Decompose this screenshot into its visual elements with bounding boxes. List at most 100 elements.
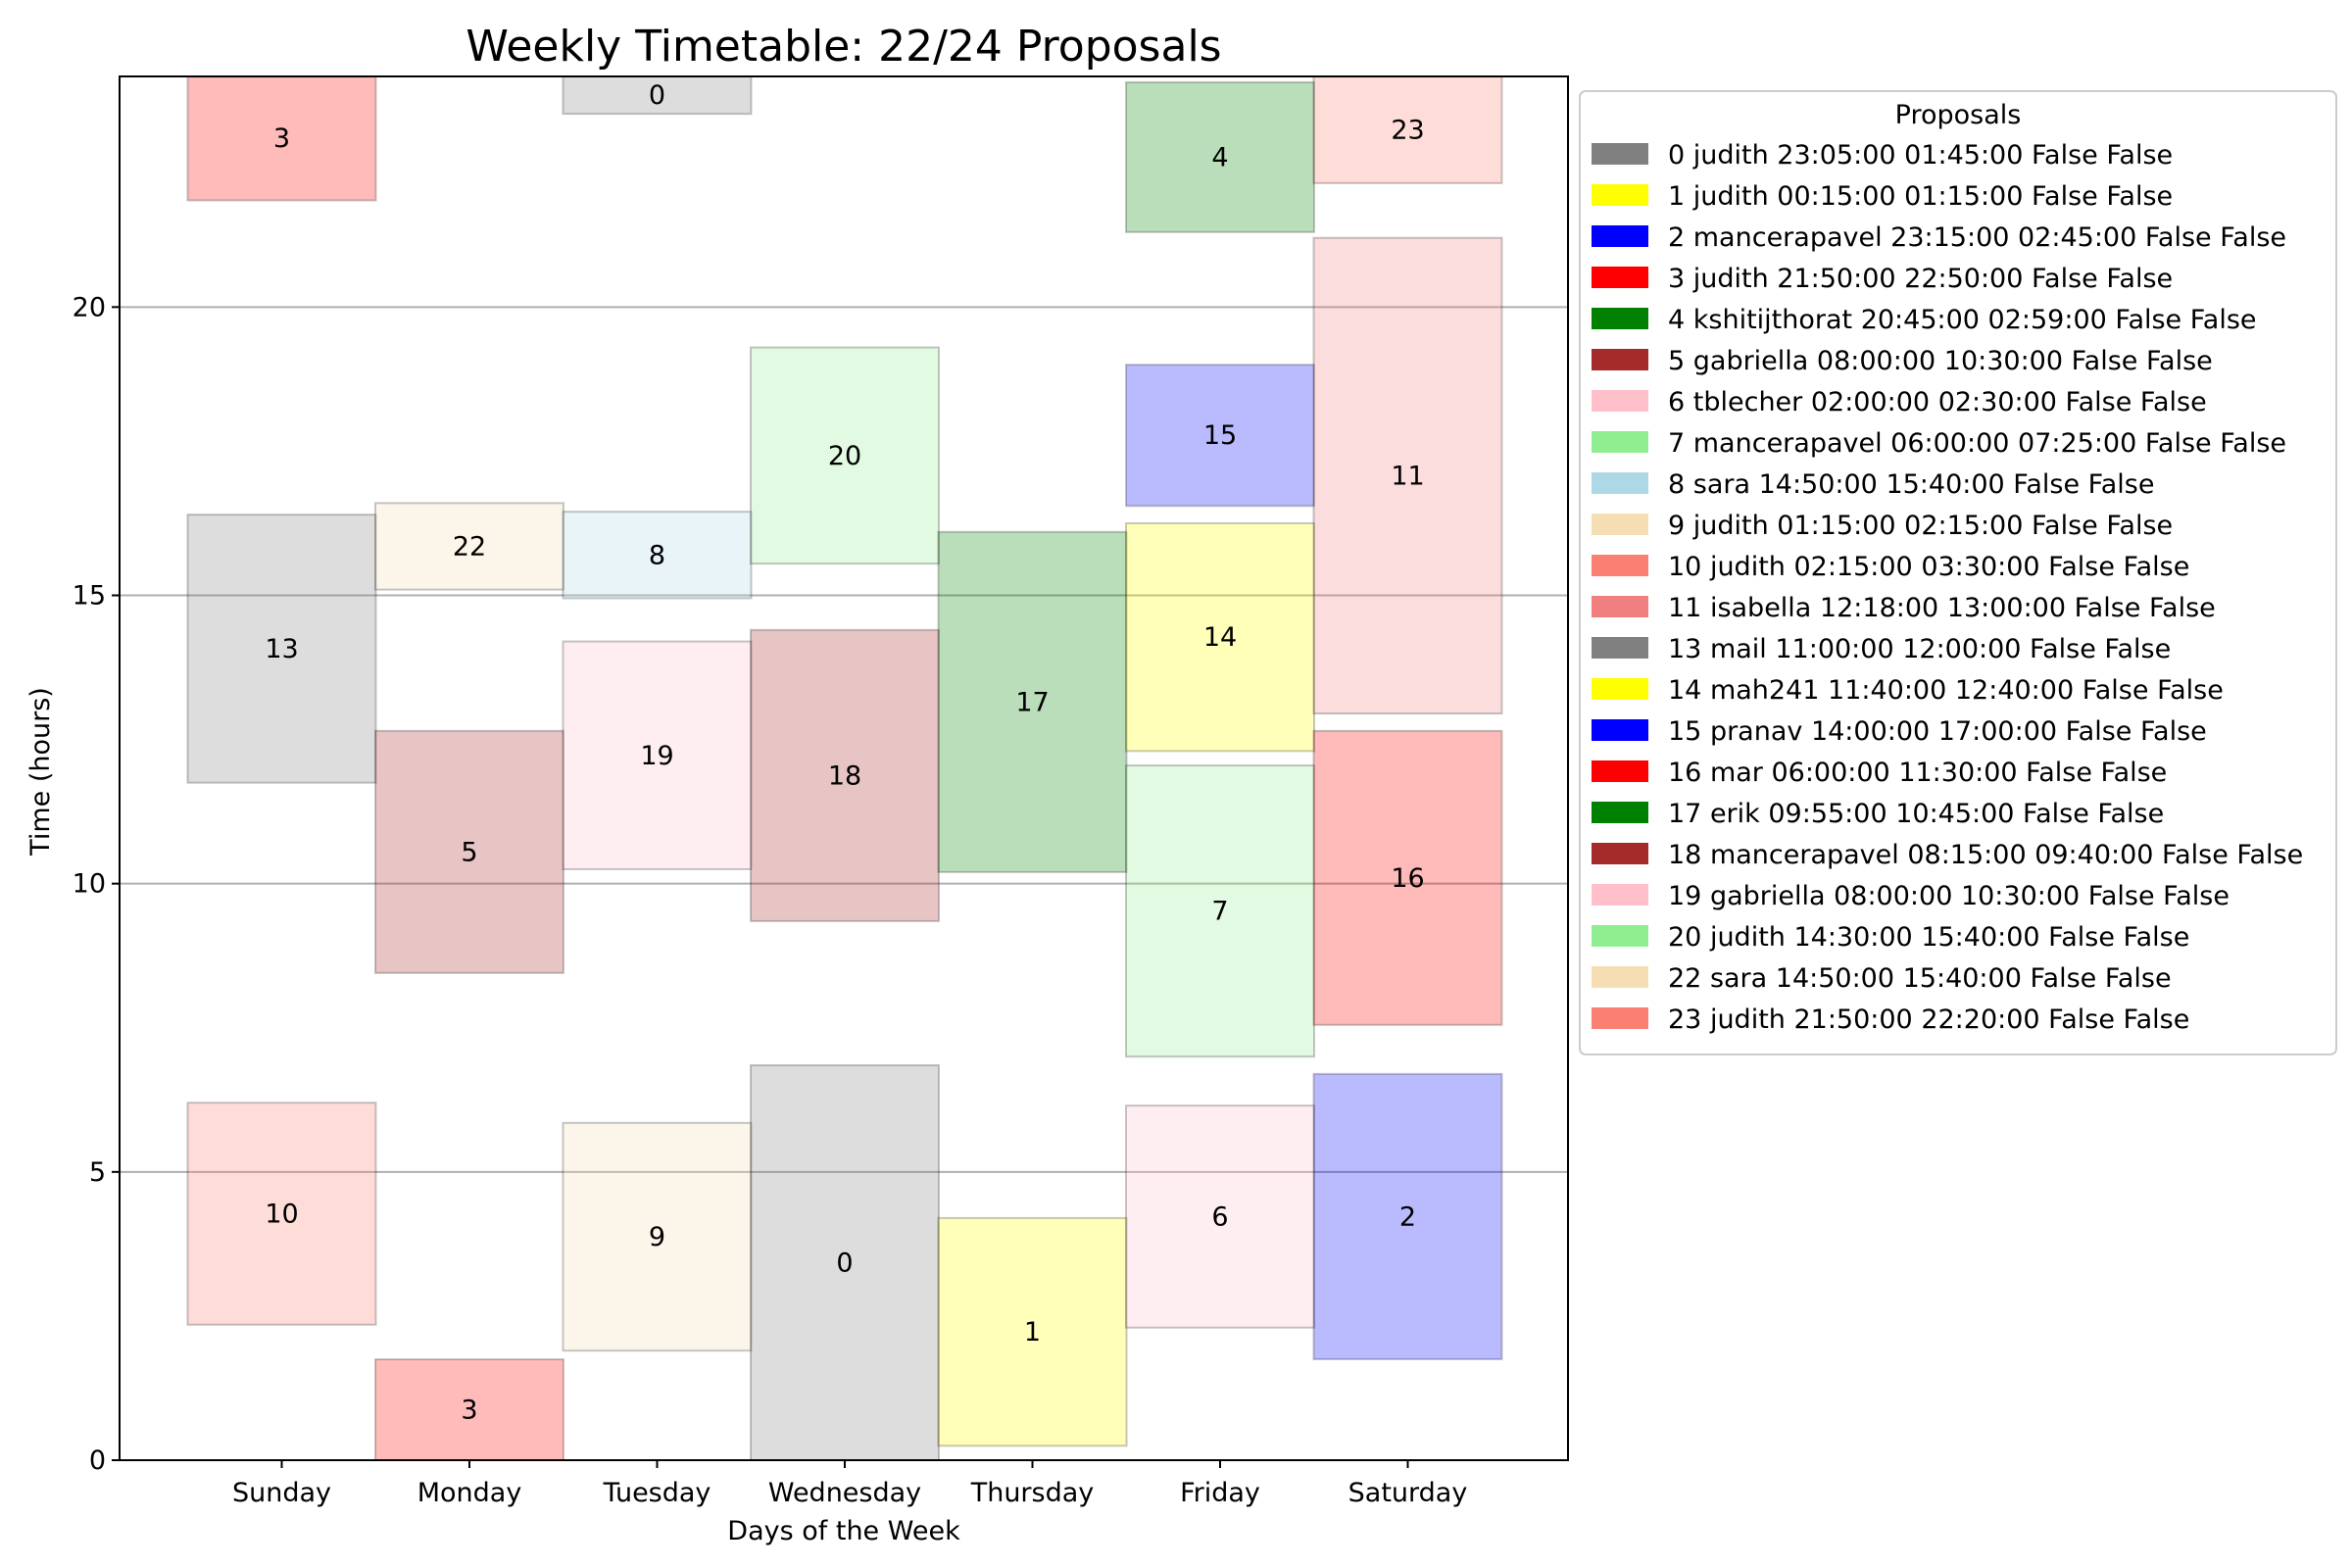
proposal-block [1312, 729, 1503, 1026]
legend-swatch [1592, 143, 1648, 165]
proposal-block-label: 16 [1391, 863, 1424, 894]
proposal-block [1125, 764, 1315, 1058]
legend-swatch [1592, 390, 1648, 412]
proposal-block [562, 640, 753, 870]
proposal-block-label: 18 [828, 760, 861, 791]
legend-swatch [1592, 760, 1648, 782]
legend-entry-label: 19 gabriella 08:00:00 10:30:00 False Fal… [1668, 881, 2230, 911]
proposal-block-label: 7 [1211, 897, 1228, 927]
legend-swatch [1592, 349, 1648, 370]
proposal-block [750, 628, 940, 922]
legend-swatch [1592, 678, 1648, 700]
x-tick-label: Wednesday [768, 1478, 921, 1508]
y-tick-label: 0 [89, 1446, 106, 1476]
legend-entry-label: 10 judith 02:15:00 03:30:00 False False [1668, 552, 2189, 582]
legend-swatch [1592, 925, 1648, 947]
proposal-block [186, 1102, 377, 1326]
x-tick-label: Tuesday [603, 1478, 711, 1508]
proposal-block-label: 22 [453, 531, 486, 562]
legend-entry-label: 0 judith 23:05:00 01:45:00 False False [1668, 140, 2173, 171]
proposal-block-label: 5 [461, 837, 477, 867]
legend-swatch [1592, 308, 1648, 329]
proposal-block-label: 23 [1391, 115, 1424, 145]
y-axis-ticks: 0 5 10 15 20 [73, 292, 120, 1476]
proposal-block [1312, 236, 1503, 715]
legend-box [1579, 90, 2337, 1055]
proposal-block [374, 1358, 564, 1461]
proposal-block-label: 8 [649, 540, 665, 570]
legend-entry-label: 2 mancerapavel 23:15:00 02:45:00 False F… [1668, 222, 2286, 253]
proposal-block-label: 3 [461, 1396, 477, 1426]
legend-swatch [1592, 555, 1648, 576]
proposal-block [186, 514, 377, 784]
legend-entry-label: 13 mail 11:00:00 12:00:00 False False [1668, 634, 2171, 664]
legend-items: 0 judith 23:05:00 01:45:00 False False 1 … [1592, 140, 2303, 1035]
legend-entry-label: 8 sara 14:50:00 15:40:00 False False [1668, 469, 2154, 500]
legend-entry-label: 23 judith 21:50:00 22:20:00 False False [1668, 1004, 2189, 1035]
proposal-block-label: 20 [828, 441, 861, 471]
x-tick-label: Friday [1180, 1478, 1260, 1508]
proposal-block-label: 15 [1203, 420, 1237, 451]
legend-entry-label: 1 judith 00:15:00 01:15:00 False False [1668, 181, 2173, 212]
proposal-block-label: 17 [1015, 687, 1049, 717]
proposal-block [1312, 75, 1503, 184]
legend-swatch [1592, 225, 1648, 247]
x-axis-ticks: Sunday Monday Tuesday Wednesday Thursday Frid… [232, 1460, 1467, 1508]
y-tick-label: 5 [89, 1157, 106, 1188]
x-axis-label: Days of the Week [727, 1516, 960, 1546]
proposal-block [937, 1216, 1128, 1447]
legend-entry-label: 4 kshitijthorat 20:45:00 02:59:00 False … [1668, 305, 2257, 335]
proposal-block-label: 13 [265, 634, 298, 664]
y-tick-label: 10 [73, 869, 106, 900]
proposal-block-label: 19 [640, 741, 673, 771]
legend-swatch [1592, 267, 1648, 288]
legend-entry-label: 17 erik 09:55:00 10:45:00 False False [1668, 799, 2164, 829]
proposal-block [562, 511, 753, 600]
chart-title: Weekly Timetable: 22/24 Proposals [466, 22, 1221, 72]
proposal-block-label: 3 [273, 123, 290, 154]
legend-title: Proposals [1895, 100, 2022, 130]
proposal-block [374, 502, 564, 591]
proposal-block-label: 1 [1024, 1317, 1041, 1348]
legend-entry-label: 18 mancerapavel 08:15:00 09:40:00 False … [1668, 840, 2303, 870]
legend-entry-label: 3 judith 21:50:00 22:50:00 False False [1668, 264, 2173, 294]
legend-entry-label: 16 mar 06:00:00 11:30:00 False False [1668, 758, 2167, 788]
legend-entry-label: 6 tblecher 02:00:00 02:30:00 False False [1668, 387, 2207, 417]
legend: Proposals 0 judith 23:05:00 01:45:00 Fal… [1579, 90, 2337, 1055]
legend-swatch [1592, 843, 1648, 864]
proposal-block-label: 4 [1211, 142, 1228, 172]
legend-entry-label: 11 isabella 12:18:00 13:00:00 False Fals… [1668, 593, 2216, 623]
proposal-block [1125, 521, 1315, 753]
legend-swatch [1592, 884, 1648, 906]
x-tick-label: Sunday [232, 1478, 331, 1508]
legend-swatch [1592, 966, 1648, 988]
proposal-block-label: 0 [836, 1248, 853, 1278]
proposal-block [1312, 1072, 1503, 1361]
legend-swatch [1592, 637, 1648, 659]
proposal-block-label: 11 [1391, 461, 1424, 491]
legend-entry-label: 15 pranav 14:00:00 17:00:00 False False [1668, 716, 2207, 747]
proposal-block [1125, 364, 1315, 508]
proposal-block-label: 14 [1203, 622, 1237, 653]
grid-lines [120, 306, 1568, 1173]
y-tick-label: 15 [73, 581, 106, 612]
legend-entry-label: 9 judith 01:15:00 02:15:00 False False [1668, 511, 2173, 541]
proposal-block [937, 530, 1128, 873]
proposal-block [374, 729, 564, 974]
proposal-block-label: 6 [1211, 1201, 1228, 1232]
x-tick-label: Monday [417, 1478, 522, 1508]
proposal-block [1125, 1104, 1315, 1329]
proposal-block-label: 9 [649, 1222, 665, 1252]
x-tick-label: Saturday [1348, 1478, 1468, 1508]
legend-swatch [1592, 431, 1648, 453]
legend-entry-label: 5 gabriella 08:00:00 10:30:00 False Fals… [1668, 346, 2213, 376]
proposal-block [750, 346, 940, 565]
y-axis-label: Time (hours) [25, 687, 56, 857]
proposal-block-label: 0 [649, 80, 665, 111]
proposal-block-label: 2 [1399, 1201, 1416, 1232]
proposal-block [562, 75, 753, 116]
legend-swatch [1592, 1007, 1648, 1029]
proposal-block [562, 1121, 753, 1352]
